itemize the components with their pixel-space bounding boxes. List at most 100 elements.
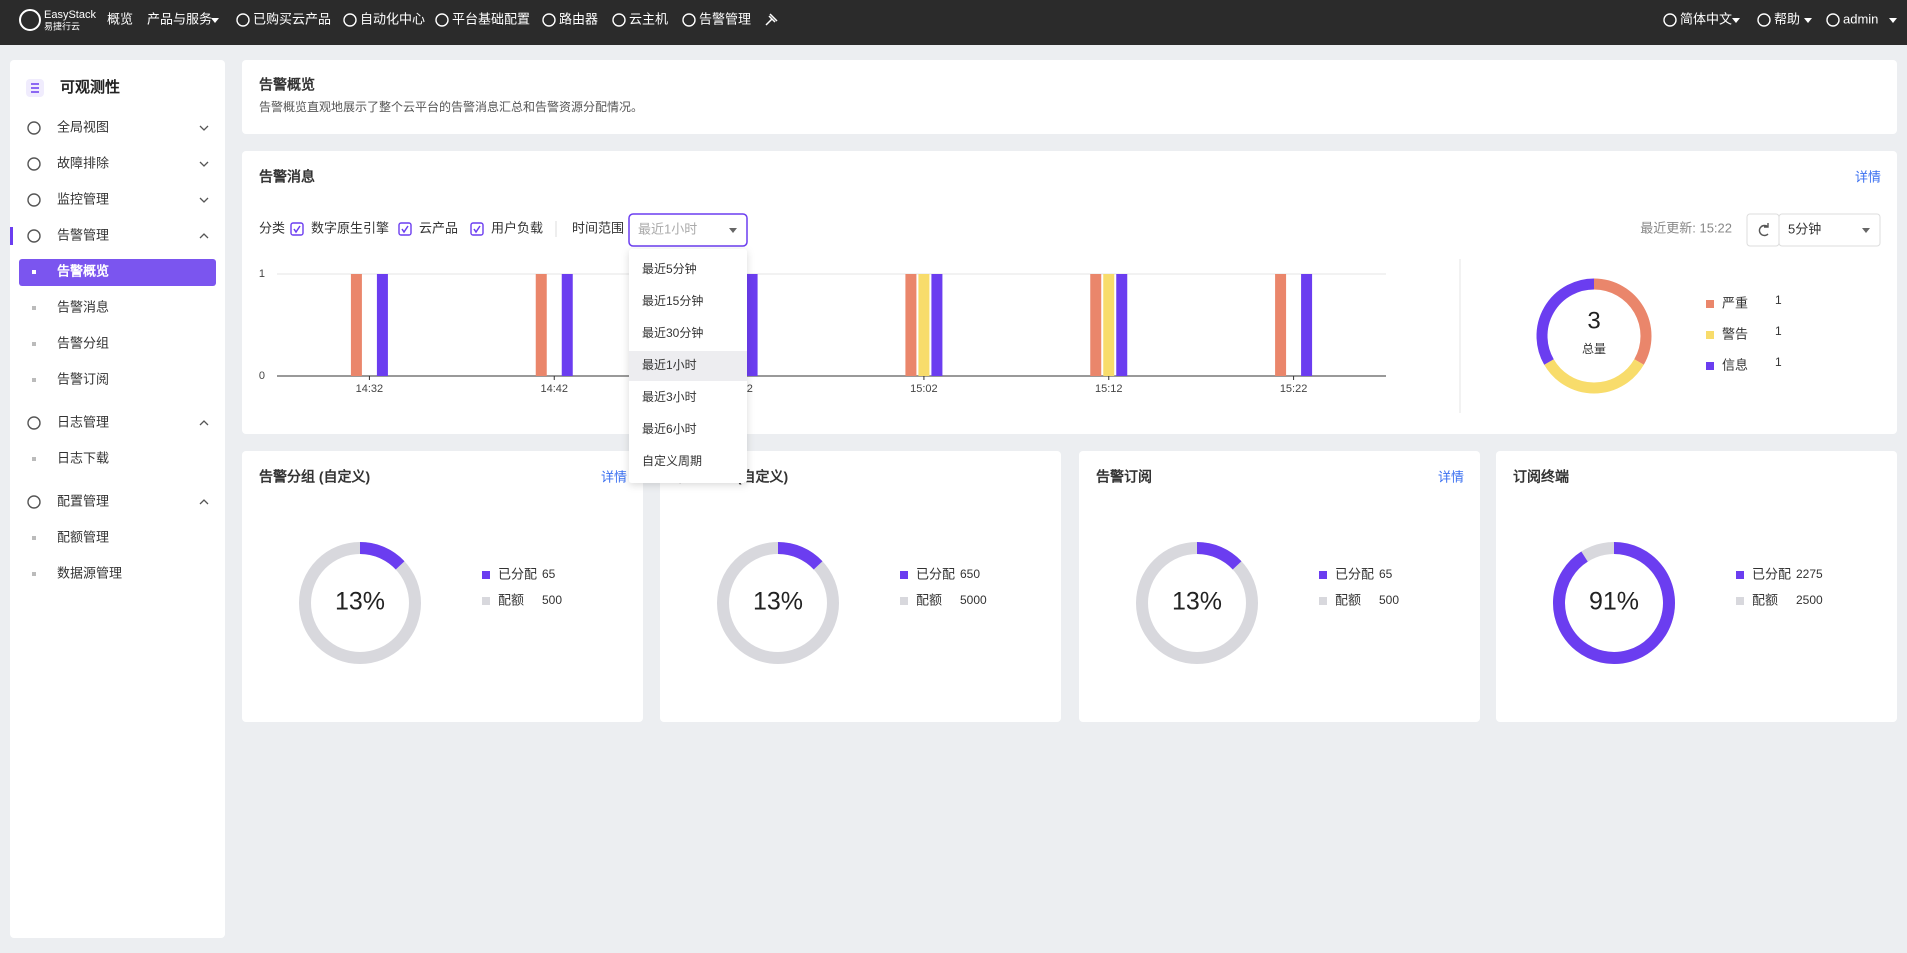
dropdown-option[interactable]: 最近6小时 bbox=[642, 422, 697, 436]
menu-dot bbox=[32, 342, 36, 346]
donut-percent: 13% bbox=[753, 588, 803, 616]
x-tick-label: 15:02 bbox=[910, 383, 938, 395]
nav-item[interactable]: 自动化中心 bbox=[360, 11, 425, 26]
nav-item[interactable]: 云主机 bbox=[629, 11, 668, 26]
menu-icon bbox=[27, 416, 41, 430]
checkbox[interactable] bbox=[290, 222, 304, 236]
menu-group[interactable]: 配置管理 bbox=[57, 493, 109, 508]
menu-item[interactable]: 数据源管理 bbox=[57, 565, 122, 580]
donut-segment bbox=[1593, 278, 1652, 365]
nav-item[interactable]: 产品与服务 bbox=[147, 11, 212, 26]
nav-item[interactable]: 告警管理 bbox=[699, 11, 751, 26]
nav-right-item[interactable]: 帮助 bbox=[1774, 11, 1800, 26]
legend-label: 配额 bbox=[498, 592, 524, 607]
caret bbox=[1889, 18, 1897, 23]
nav-item[interactable]: 平台基础配置 bbox=[452, 11, 530, 26]
donut-segment bbox=[1536, 278, 1595, 365]
logo-sub: 易捷行云 bbox=[44, 20, 80, 31]
overview-card bbox=[242, 60, 1897, 134]
dropdown-option[interactable]: 最近5分钟 bbox=[642, 261, 697, 276]
menu-item[interactable]: 告警概览 bbox=[57, 263, 109, 278]
pin-icon[interactable] bbox=[765, 13, 778, 26]
menu-icon bbox=[27, 193, 41, 207]
menu-item[interactable]: 告警分组 bbox=[57, 335, 109, 350]
nav-icon bbox=[682, 13, 696, 27]
sidebar-icon bbox=[31, 83, 39, 93]
donut-segment bbox=[777, 542, 823, 570]
filter-option[interactable]: 用户负载 bbox=[491, 220, 543, 235]
menu-dot bbox=[32, 306, 36, 310]
menu-item[interactable]: 日志下载 bbox=[57, 450, 109, 465]
logo-mark bbox=[19, 9, 41, 31]
bar bbox=[746, 274, 758, 376]
nav-item[interactable]: 概览 bbox=[107, 11, 133, 26]
bar bbox=[376, 274, 388, 376]
bar bbox=[1116, 274, 1128, 376]
menu-dot bbox=[32, 457, 36, 461]
dropdown-option[interactable]: 最近3小时 bbox=[642, 390, 697, 404]
sidebar-title: 可观测性 bbox=[60, 78, 120, 96]
donut-segment bbox=[1553, 542, 1675, 664]
menu-group[interactable]: 监控管理 bbox=[57, 191, 109, 206]
donut-percent: 91% bbox=[1589, 588, 1639, 616]
chevron bbox=[199, 420, 209, 426]
refresh-icon bbox=[1758, 223, 1769, 237]
checkbox[interactable] bbox=[398, 222, 412, 236]
interval-select[interactable] bbox=[1778, 213, 1881, 247]
menu-group[interactable]: 全局视图 bbox=[57, 119, 109, 134]
donut-segment bbox=[1196, 542, 1242, 570]
checkbox[interactable] bbox=[470, 222, 484, 236]
menu-item[interactable]: 告警订阅 bbox=[57, 371, 109, 386]
menu-icon bbox=[27, 495, 41, 509]
filter-option[interactable]: 数字原生引擎 bbox=[311, 220, 389, 235]
detail-link[interactable]: 详情 bbox=[1855, 169, 1881, 184]
menu-dot bbox=[32, 572, 36, 576]
active-item-bg bbox=[19, 259, 216, 286]
filter-option[interactable]: 云产品 bbox=[419, 220, 458, 235]
bar bbox=[918, 274, 930, 376]
menu-group[interactable]: 故障排除 bbox=[57, 155, 109, 170]
nav-right-item[interactable]: admin bbox=[1843, 11, 1878, 26]
legend-swatch bbox=[482, 571, 490, 579]
caret bbox=[211, 18, 219, 23]
menu-group[interactable]: 告警管理 bbox=[57, 227, 109, 242]
legend-value: 2500 bbox=[1796, 593, 1823, 607]
legend-label: 信息 bbox=[1722, 357, 1748, 372]
nav-right-item[interactable]: 简体中文 bbox=[1680, 11, 1732, 26]
nav-item[interactable]: 已购买云产品 bbox=[253, 11, 331, 26]
checkmark bbox=[401, 225, 409, 234]
detail-link[interactable]: 详情 bbox=[601, 469, 627, 484]
legend-value: 500 bbox=[542, 593, 562, 607]
legend-label: 已分配 bbox=[498, 566, 537, 581]
dropdown-option[interactable]: 最近15分钟 bbox=[642, 293, 703, 308]
filter-label: 分类 bbox=[259, 220, 285, 235]
detail-link[interactable]: 详情 bbox=[1438, 469, 1464, 484]
chevron bbox=[199, 499, 209, 505]
card-title: 告警概览 bbox=[259, 77, 315, 93]
x-tick-label: 14:32 bbox=[356, 383, 384, 395]
bar bbox=[561, 274, 573, 376]
menu-item[interactable]: 告警消息 bbox=[57, 299, 109, 314]
active-indicator bbox=[10, 227, 13, 245]
menu-dot bbox=[32, 536, 36, 540]
legend-swatch bbox=[900, 571, 908, 579]
legend-swatch bbox=[900, 597, 908, 605]
nav-icon bbox=[542, 13, 556, 27]
nav-icon bbox=[1663, 13, 1677, 27]
messages-card bbox=[242, 151, 1897, 434]
menu-item[interactable]: 配额管理 bbox=[57, 529, 109, 544]
time-label: 时间范围 bbox=[572, 220, 624, 235]
card-description: 告警概览直观地展示了整个云平台的告警消息汇总和告警资源分配情况。 bbox=[259, 99, 643, 114]
menu-icon bbox=[27, 229, 41, 243]
dropdown-option[interactable]: 最近30分钟 bbox=[642, 325, 703, 340]
refresh-button[interactable] bbox=[1746, 213, 1780, 247]
nav-item[interactable]: 路由器 bbox=[559, 11, 598, 26]
dropdown-option[interactable]: 自定义周期 bbox=[642, 453, 702, 468]
legend-swatch bbox=[1736, 571, 1744, 579]
legend-label: 警告 bbox=[1722, 326, 1748, 341]
legend-swatch bbox=[1736, 597, 1744, 605]
dropdown-option[interactable]: 最近1小时 bbox=[642, 358, 697, 372]
menu-group[interactable]: 日志管理 bbox=[57, 414, 109, 429]
time-select[interactable] bbox=[628, 213, 748, 247]
